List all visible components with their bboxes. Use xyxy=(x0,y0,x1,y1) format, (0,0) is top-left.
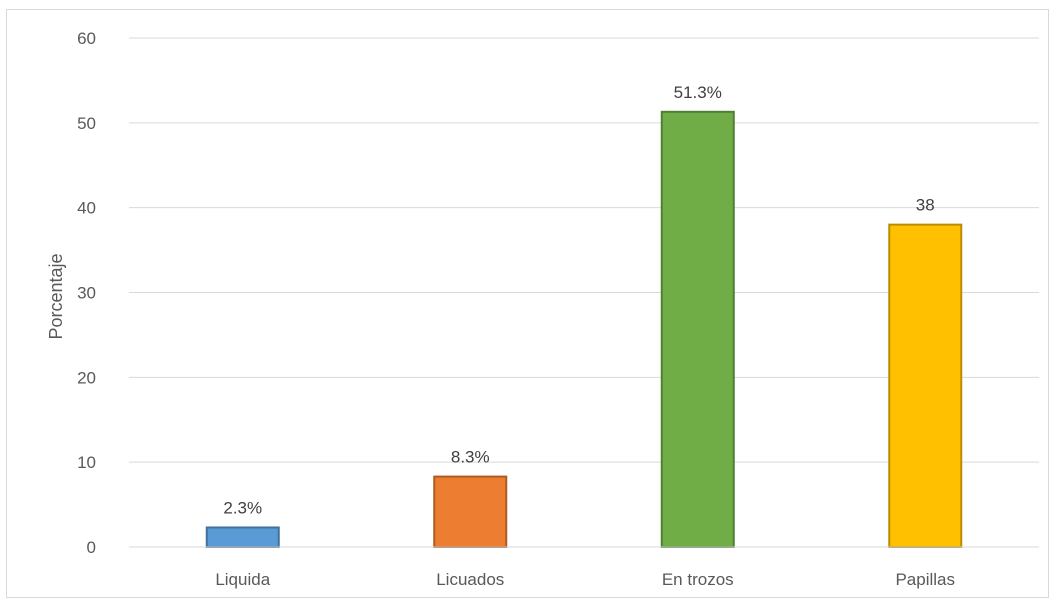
bar-en-trozos xyxy=(662,112,734,547)
data-label: 38 xyxy=(916,196,935,215)
data-label: 8.3% xyxy=(451,448,490,467)
x-category-label: En trozos xyxy=(662,570,734,589)
bar-licuados xyxy=(434,477,506,547)
y-axis-ticks: 0 10 20 30 40 50 60 xyxy=(77,29,96,557)
y-axis-title: Porcentaje xyxy=(46,253,66,339)
x-category-label: Liquida xyxy=(215,570,270,589)
x-category-label: Papillas xyxy=(895,570,955,589)
bars xyxy=(207,112,962,547)
y-tick-label: 0 xyxy=(87,538,96,557)
data-labels: 2.3% 8.3% 51.3% 38 xyxy=(223,83,934,518)
bar-liquida xyxy=(207,527,279,547)
data-label: 2.3% xyxy=(223,498,262,517)
y-tick-label: 20 xyxy=(77,368,96,387)
x-axis-categories: Liquida Licuados En trozos Papillas xyxy=(215,570,955,589)
y-tick-label: 30 xyxy=(77,284,96,303)
x-category-label: Licuados xyxy=(436,570,504,589)
y-tick-label: 40 xyxy=(77,199,96,218)
data-label: 51.3% xyxy=(674,83,722,102)
y-tick-label: 50 xyxy=(77,114,96,133)
bar-papillas xyxy=(889,225,961,547)
y-tick-label: 10 xyxy=(77,453,96,472)
y-tick-label: 60 xyxy=(77,29,96,48)
